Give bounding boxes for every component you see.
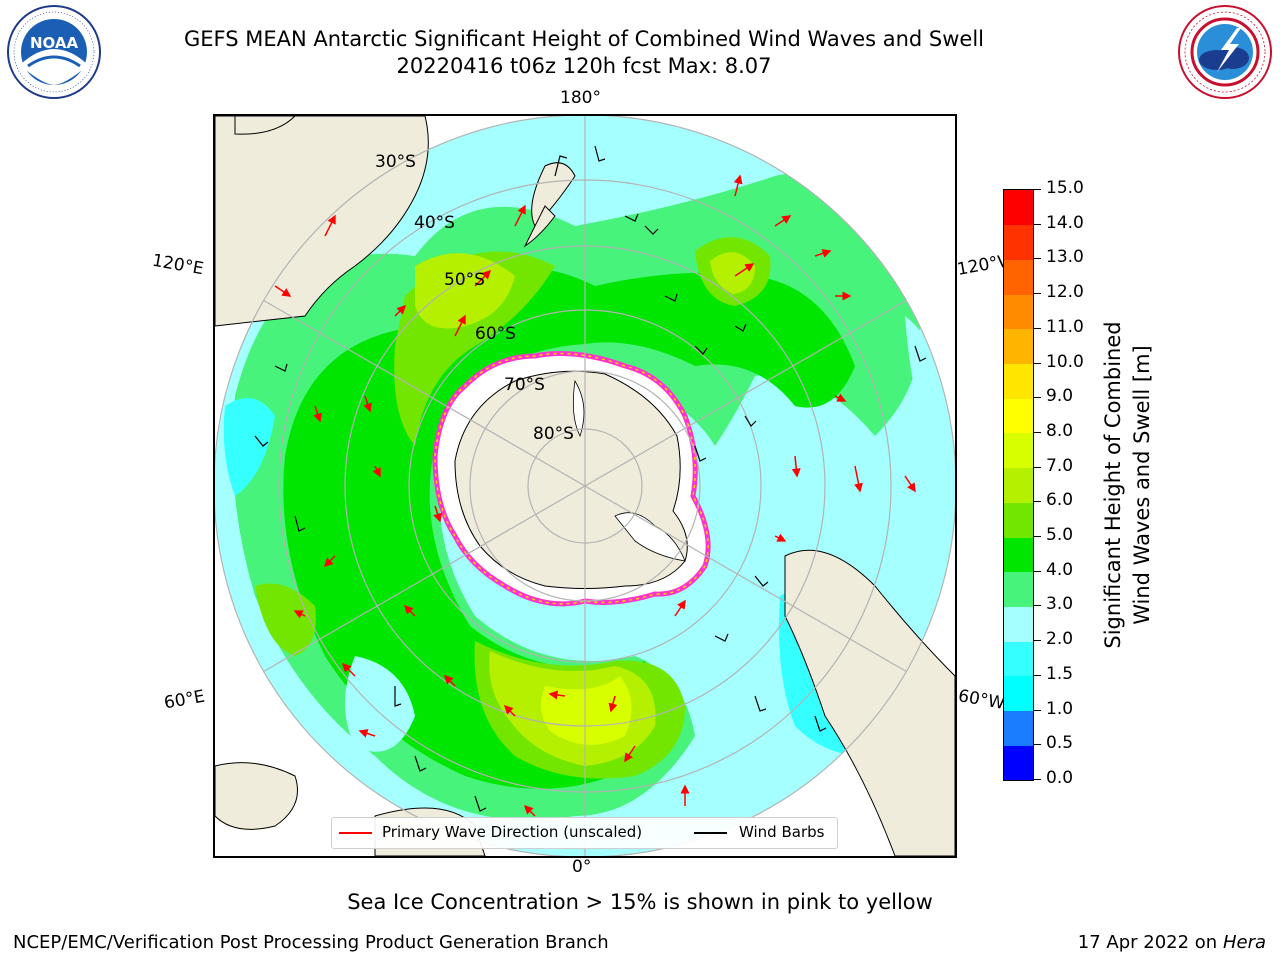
lat-label-60s: 60°S (475, 324, 516, 344)
colorbar-segment (1004, 675, 1033, 712)
lon-label-60w: 60°W (956, 686, 1007, 714)
colorbar-tick (1034, 327, 1041, 329)
colorbar-segment (1004, 294, 1033, 330)
colorbar-segment (1004, 224, 1033, 260)
colorbar-tick (1034, 293, 1041, 295)
colorbar-tick (1034, 536, 1041, 538)
colorbar-tick (1034, 258, 1041, 260)
colorbar-tick (1034, 779, 1041, 780)
colorbar-segment (1004, 432, 1033, 469)
sea-ice-note: Sea Ice Concentration > 15% is shown in … (347, 890, 933, 914)
colorbar-tick (1034, 674, 1041, 676)
colorbar-segment (1004, 606, 1033, 642)
lon-label-180: 180° (560, 88, 601, 108)
colorbar-tick-label: 4.0 (1046, 559, 1074, 580)
lat-label-40s: 40°S (414, 213, 455, 233)
polar-map (215, 116, 955, 856)
legend-barb-label: Wind Barbs (739, 823, 825, 841)
wind-barbs (254, 145, 927, 812)
colorbar-tick (1034, 223, 1041, 225)
colorbar-segment (1004, 745, 1033, 781)
colorbar-tick (1034, 640, 1041, 642)
colorbar-tick-label: 12.0 (1046, 282, 1084, 303)
colorbar-segment (1004, 641, 1033, 677)
colorbar-tick-label: 7.0 (1046, 455, 1074, 476)
lon-label-60e: 60°E (162, 686, 207, 714)
colorbar (1003, 189, 1034, 781)
graticule (215, 116, 955, 856)
colorbar-tick-label: 13.0 (1046, 247, 1084, 268)
colorbar-title-line1: Significant Height of Combined (1101, 321, 1125, 649)
colorbar-tick (1034, 570, 1041, 572)
colorbar-tick (1034, 362, 1041, 364)
colorbar-segment (1004, 190, 1033, 226)
legend-wave-line (339, 832, 372, 834)
nws-logo (1178, 5, 1272, 99)
colorbar-segment (1004, 502, 1033, 538)
colorbar-tick-label: 5.0 (1046, 525, 1074, 546)
colorbar-tick-label: 3.0 (1046, 594, 1074, 615)
colorbar-tick-label: 11.0 (1046, 316, 1084, 337)
colorbar-tick-label: 6.0 (1046, 490, 1074, 511)
colorbar-tick-label: 0.0 (1046, 768, 1074, 788)
footer-date-text: 17 Apr 2022 on (1077, 932, 1218, 953)
colorbar-segment (1004, 398, 1033, 434)
colorbar-tick-label: 2.0 (1046, 629, 1074, 650)
colorbar-tick-label: 15.0 (1046, 178, 1084, 198)
lat-label-70s: 70°S (504, 375, 545, 395)
antarctica-coastline (454, 370, 688, 589)
colorbar-tick-label: 9.0 (1046, 386, 1074, 407)
colorbar-tick-label: 10.0 (1046, 351, 1084, 372)
lat-label-30s: 30°S (375, 152, 416, 172)
colorbar-tick (1034, 501, 1041, 503)
noaa-logo-text: NOAA (30, 34, 79, 52)
colorbar-segment (1004, 363, 1033, 399)
noaa-logo: NOAA (7, 5, 101, 99)
colorbar-segment (1004, 467, 1033, 503)
chart-title: GEFS MEAN Antarctic Significant Height o… (183, 27, 985, 51)
colorbar-tick-label: 8.0 (1046, 420, 1074, 441)
footer-credit: NCEP/EMC/Verification Post Processing Pr… (13, 932, 609, 953)
colorbar-tick (1034, 189, 1041, 190)
colorbar-tick-label: 1.0 (1046, 698, 1074, 719)
lat-label-80s: 80°S (533, 424, 574, 444)
colorbar-title-line2: Wind Waves and Swell [m] (1130, 345, 1154, 625)
colorbar-tick-label: 14.0 (1046, 212, 1084, 233)
map-legend: Primary Wave Direction (unscaled) Wind B… (331, 817, 838, 849)
legend-wave-label: Primary Wave Direction (unscaled) (382, 823, 643, 841)
chart-subtitle: 20220416 t06z 120h fcst Max: 8.07 (396, 54, 772, 78)
colorbar-tick (1034, 397, 1041, 399)
colorbar-title: Significant Height of Combined Wind Wave… (1099, 275, 1157, 695)
colorbar-tick (1034, 431, 1041, 433)
lat-label-50s: 50°S (444, 270, 485, 290)
lon-label-0: 0° (572, 857, 592, 877)
colorbar-segment (1004, 537, 1033, 573)
colorbar-segment (1004, 259, 1033, 295)
wave-direction-arrows (274, 174, 916, 817)
map-panel (213, 114, 957, 858)
colorbar-tick (1034, 466, 1041, 468)
colorbar-segment (1004, 328, 1033, 365)
footer-date: 17 Apr 2022 on Hera (1078, 932, 1266, 953)
colorbar-segment (1004, 710, 1033, 746)
colorbar-tick (1034, 744, 1041, 746)
colorbar-tick-label: 1.5 (1046, 663, 1074, 684)
legend-barb-line (694, 832, 727, 834)
colorbar-tick (1034, 709, 1041, 711)
footer-host: Hera (1222, 932, 1266, 953)
colorbar-tick-label: 0.5 (1046, 733, 1074, 754)
colorbar-segment (1004, 571, 1033, 607)
colorbar-tick (1034, 605, 1041, 607)
lon-label-120e: 120°E (150, 250, 206, 280)
